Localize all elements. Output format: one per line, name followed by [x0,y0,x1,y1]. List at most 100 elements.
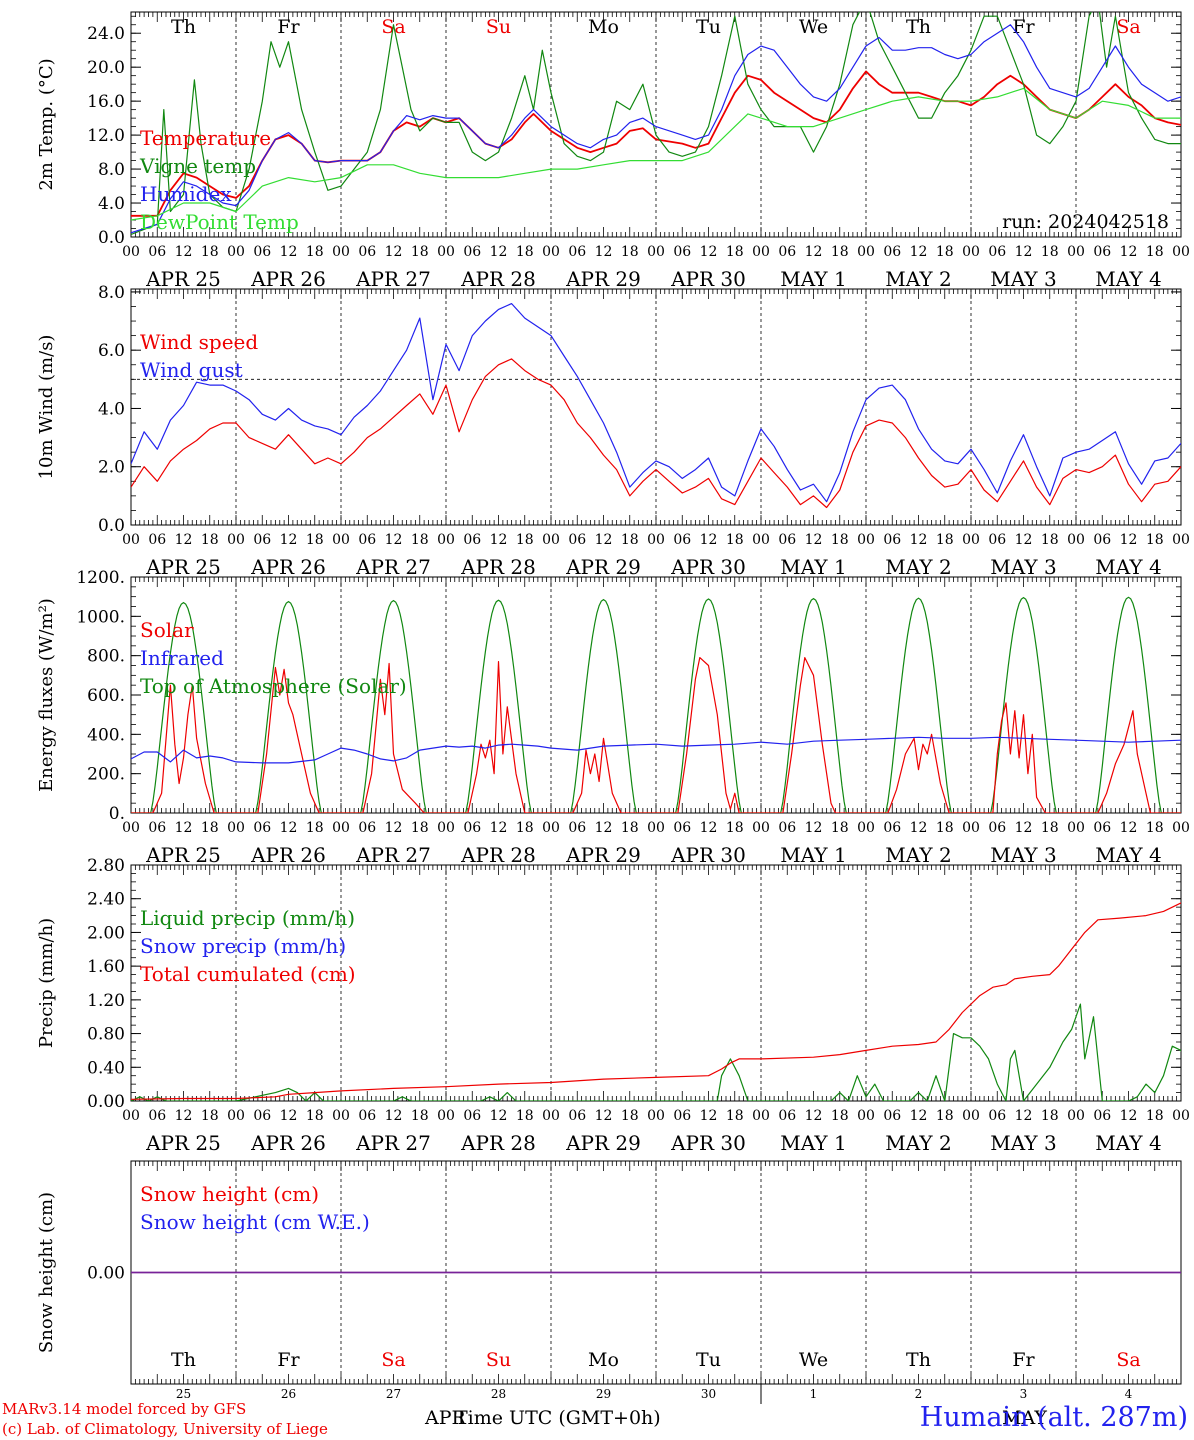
y-axis-label: Energy fluxes (W/m²) [36,598,57,792]
legend-entry: DewPoint Temp [140,210,299,234]
legend-entry: Temperature [140,126,271,150]
hour-tick-label: 06 [778,532,796,548]
weekday-label: Th [171,16,196,38]
panel-5: 0.00 Snow height (cm) Th 25 Fr 26 Sa 27 Su 28 Mo 29… [36,1160,1182,1404]
weekday-label: Th [171,1349,196,1371]
hour-tick-label: 06 [883,532,901,548]
hour-tick-label: 12 [805,820,823,836]
weekday-label: Mo [588,16,619,38]
hour-tick-label: 06 [1093,1108,1111,1124]
legend-entry: Infrared [140,646,224,670]
y-axis-label: Precip (mm/h) [36,918,57,1048]
hour-tick-label: 18 [1041,532,1059,548]
hour-tick-label: 00 [857,1108,875,1124]
hour-tick-label: 12 [700,244,718,260]
hour-tick-label: 12 [490,244,508,260]
hour-tick-label: 00 [1067,532,1085,548]
hour-tick-label: 18 [936,1108,954,1124]
hour-tick-label: 00 [227,820,245,836]
hour-tick-label: 18 [936,244,954,260]
hour-tick-label: 12 [175,820,193,836]
hour-tick-label: 06 [1093,532,1111,548]
hour-tick-label: 12 [910,532,928,548]
hour-tick-label: 18 [201,532,219,548]
hour-tick-label: 06 [673,820,691,836]
hour-tick-label: 12 [805,1108,823,1124]
weekday-label: Tu [696,16,721,38]
hour-tick-label: 18 [1041,1108,1059,1124]
y-tick-label: 1200. [76,568,125,588]
y-tick-label: 0.00 [87,1264,125,1284]
hour-tick-label: 18 [936,532,954,548]
hour-tick-label: 00 [122,532,140,548]
weekday-label: Su [486,16,511,38]
hour-tick-label: 12 [280,532,298,548]
y-tick-label: 400. [87,725,125,745]
series-line-wind-speed [131,358,1181,509]
hour-tick-label: 00 [332,1108,350,1124]
hour-tick-label: 18 [1146,1108,1164,1124]
date-label: MAY 3 [990,267,1056,291]
hour-tick-label: 18 [831,532,849,548]
hour-tick-label: 12 [490,532,508,548]
hour-tick-label: 18 [831,820,849,836]
hour-tick-label: 06 [148,532,166,548]
y-tick-label: 16.0 [87,92,125,112]
weekday-label: Fr [277,16,300,38]
date-label: APR 26 [250,555,326,579]
y-tick-label: 8.0 [98,160,125,180]
hour-tick-label: 06 [463,1108,481,1124]
hour-tick-label: 18 [306,820,324,836]
hour-tick-label: 18 [411,1108,429,1124]
legend-entry: Wind gust [140,358,243,382]
date-label: APR 25 [145,1131,221,1155]
y-tick-label: 6.0 [98,341,125,361]
hour-tick-label: 06 [253,244,271,260]
hour-tick-label: 00 [1172,820,1190,836]
date-label: APR 29 [565,1131,641,1155]
hour-tick-label: 18 [1146,244,1164,260]
date-label: APR 29 [565,555,641,579]
y-axis-label: 2m Temp. (°C) [36,58,57,190]
weekday-label: Tu [696,1349,721,1371]
hour-tick-label: 00 [962,1108,980,1124]
hour-tick-label: 00 [1172,532,1190,548]
hour-tick-label: 06 [253,532,271,548]
hour-tick-label: 06 [883,244,901,260]
model-credit: MARv3.14 model forced by GFS [2,1400,247,1418]
hour-tick-label: 00 [227,532,245,548]
weekday-label: Sa [381,1349,405,1371]
hour-tick-label: 06 [568,1108,586,1124]
y-tick-label: 4.0 [98,194,125,214]
day-number-label: 26 [281,1387,296,1401]
weekday-label: Sa [1116,1349,1140,1371]
y-tick-label: 0. [109,804,125,824]
hour-tick-label: 06 [988,820,1006,836]
weekday-label: Th [906,1349,931,1371]
hour-tick-label: 12 [805,532,823,548]
date-label: APR 28 [460,1131,536,1155]
weekday-label: Th [906,16,931,38]
date-label: APR 28 [460,555,536,579]
hour-tick-label: 12 [1015,820,1033,836]
hour-tick-label: 12 [910,244,928,260]
legend-entry: Total cumulated (cm) [140,962,356,986]
hour-tick-label: 00 [647,820,665,836]
hour-tick-label: 06 [988,1108,1006,1124]
legend-entry: Snow precip (mm/h) [140,934,346,958]
series-line-wind-gust [131,303,1181,503]
y-tick-label: 2.00 [87,923,125,943]
hour-tick-label: 00 [647,1108,665,1124]
day-number-label: 27 [386,1387,401,1401]
date-label: MAY 2 [885,555,951,579]
date-label: MAY 2 [885,1131,951,1155]
series-line-total-cumulated-cm [131,902,1181,1100]
hour-tick-label: 00 [752,820,770,836]
hour-tick-label: 12 [280,820,298,836]
station-name: Humain (alt. 287m) [919,1402,1188,1433]
hour-tick-label: 00 [437,820,455,836]
date-label: APR 27 [355,843,431,867]
plot-frame [130,11,1182,238]
date-label: APR 27 [355,267,431,291]
